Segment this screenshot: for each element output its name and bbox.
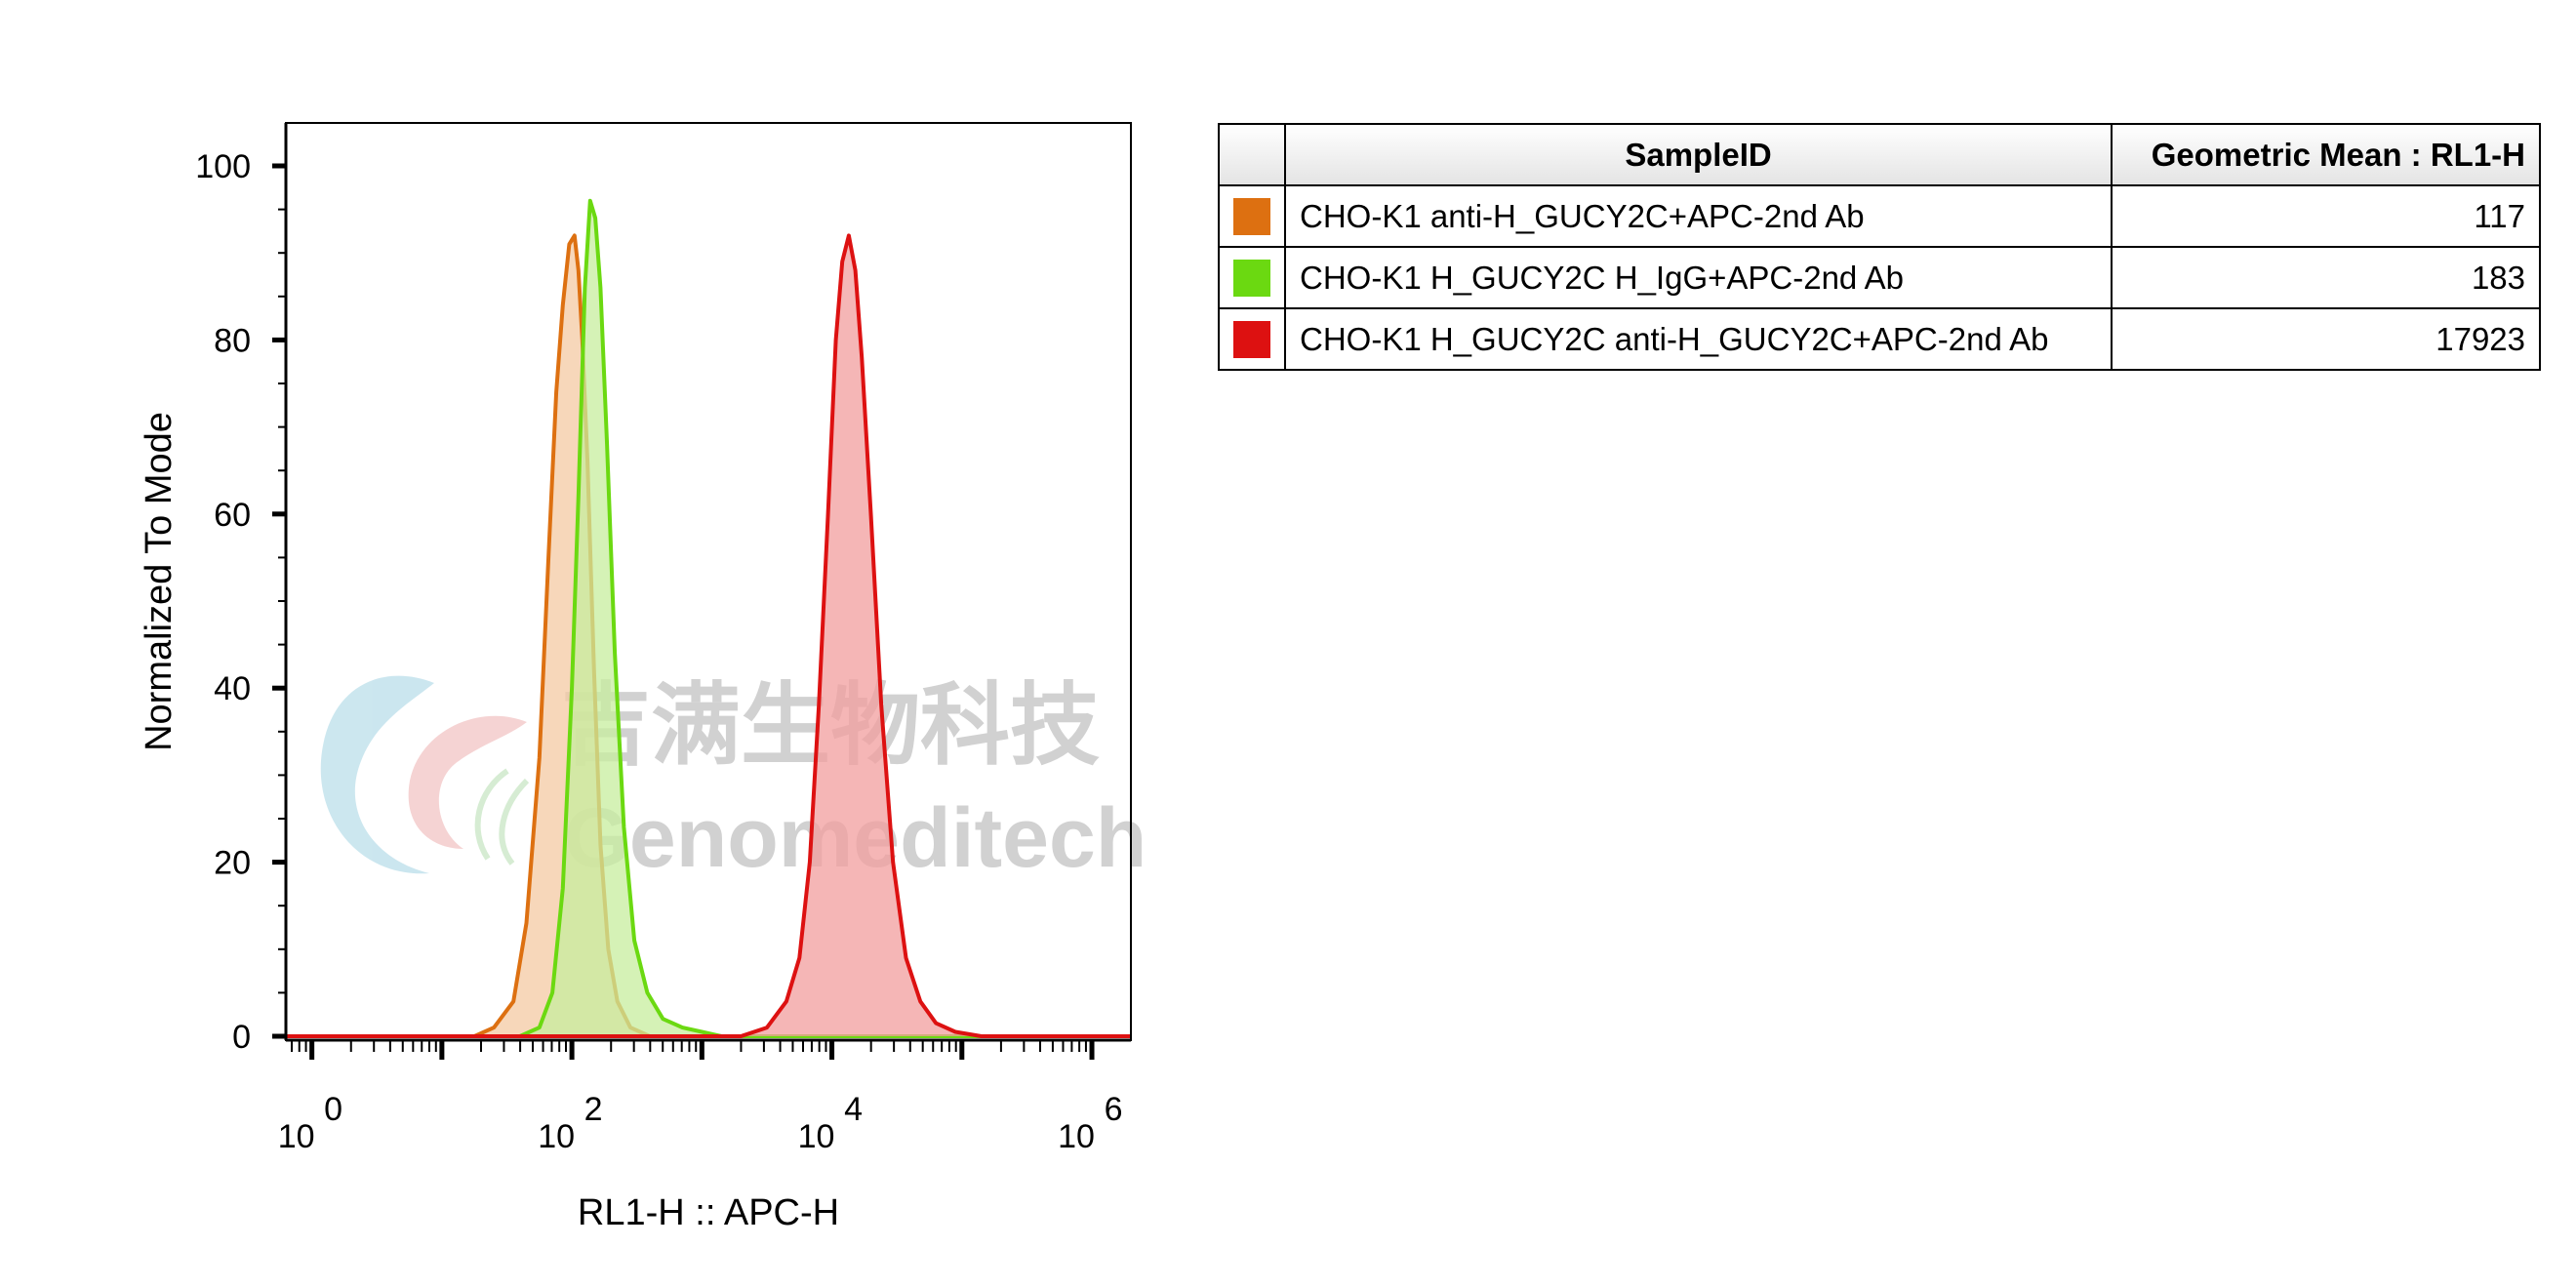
logo-swirl-blue-icon <box>320 675 434 874</box>
series-area-1 <box>286 200 1131 1036</box>
x-tick-label: 10 <box>798 1118 835 1155</box>
x-tick-exponent: 0 <box>324 1091 342 1128</box>
table-row: CHO-K1 H_GUCY2C H_IgG+APC-2nd Ab 183 <box>1218 246 2541 309</box>
sample-id-header: SampleID <box>1283 123 2113 186</box>
geometric-mean-cell: 183 <box>2111 246 2541 309</box>
y-tick-label: 40 <box>214 670 251 707</box>
y-tick-label: 100 <box>195 148 251 185</box>
plot-frame <box>285 122 1132 1041</box>
y-axis: 0 20 40 60 80 100 <box>195 123 288 1056</box>
watermark-logo: 吉满生物科技 Genomeditech <box>320 675 1147 885</box>
sample-name-cell: CHO-K1 anti-H_GUCY2C+APC-2nd Ab <box>1283 184 2113 248</box>
table-row: CHO-K1 anti-H_GUCY2C+APC-2nd Ab 117 <box>1218 184 2541 248</box>
x-tick-exponent: 6 <box>1105 1091 1123 1128</box>
x-tick-label: 10 <box>538 1118 575 1155</box>
x-tick-label: 10 <box>1058 1118 1095 1155</box>
color-swatch-red <box>1233 320 1270 358</box>
y-tick-label: 0 <box>232 1019 251 1056</box>
geometric-mean-cell: 117 <box>2111 184 2541 248</box>
sample-name-cell: CHO-K1 H_GUCY2C H_IgG+APC-2nd Ab <box>1283 246 2113 309</box>
geometric-mean-header: Geometric Mean : RL1-H <box>2111 123 2541 186</box>
series-line-2 <box>286 233 1131 1038</box>
geometric-mean-cell: 17923 <box>2111 307 2541 371</box>
series-area-2 <box>286 235 1131 1036</box>
swatch-header <box>1218 123 1286 186</box>
y-tick-label: 60 <box>214 497 251 534</box>
x-axis-title: RL1-H :: APC-H <box>578 1192 839 1233</box>
series-line-1 <box>286 198 1131 1038</box>
table-row: CHO-K1 H_GUCY2C anti-H_GUCY2C+APC-2nd Ab… <box>1218 307 2541 371</box>
sample-table: SampleID Geometric Mean : RL1-H CHO-K1 a… <box>1218 123 2541 371</box>
logo-helix-green-icon <box>474 768 530 865</box>
y-tick-label: 20 <box>214 845 251 882</box>
series-area-0 <box>286 235 1131 1036</box>
sample-name-cell: CHO-K1 H_GUCY2C anti-H_GUCY2C+APC-2nd Ab <box>1283 307 2113 371</box>
color-swatch-green <box>1233 259 1270 297</box>
y-axis-title: Normalized To Mode <box>139 412 180 751</box>
color-swatch-orange <box>1233 197 1270 235</box>
x-tick-exponent: 2 <box>584 1091 603 1128</box>
y-tick-label: 80 <box>214 322 251 359</box>
series-line-0 <box>286 233 1131 1038</box>
x-tick-label: 10 <box>278 1118 315 1155</box>
logo-swirl-red-icon <box>408 715 527 849</box>
x-tick-exponent: 4 <box>844 1091 863 1128</box>
series-layer <box>286 198 1131 1038</box>
table-header-row: SampleID Geometric Mean : RL1-H <box>1218 123 2541 186</box>
